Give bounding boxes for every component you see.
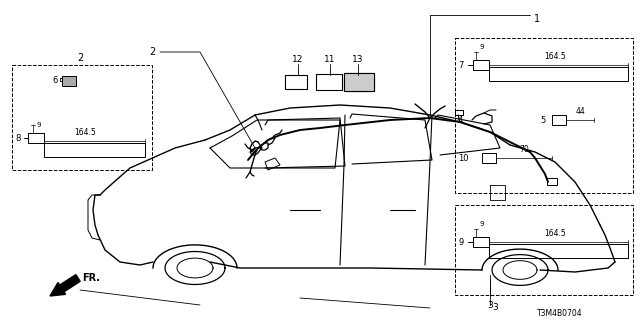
Text: 13: 13 xyxy=(352,54,364,63)
Text: 164.5: 164.5 xyxy=(74,128,96,137)
Bar xyxy=(285,75,307,89)
Bar xyxy=(12,65,152,170)
Text: 4: 4 xyxy=(458,116,463,124)
Text: T3M4B0704: T3M4B0704 xyxy=(537,308,583,317)
Bar xyxy=(489,67,628,81)
Bar xyxy=(473,237,489,247)
Text: 2: 2 xyxy=(77,53,83,63)
Text: 3: 3 xyxy=(492,303,498,313)
Bar xyxy=(455,38,633,193)
Text: 164.5: 164.5 xyxy=(544,52,566,61)
Text: 9: 9 xyxy=(36,122,40,128)
Bar xyxy=(344,73,374,91)
Text: 2: 2 xyxy=(148,47,155,57)
Text: 44: 44 xyxy=(575,107,585,116)
Bar xyxy=(547,178,557,185)
Bar xyxy=(44,143,145,157)
FancyArrow shape xyxy=(50,275,80,296)
Bar xyxy=(455,110,463,115)
Text: FR.: FR. xyxy=(82,273,100,283)
Text: 6: 6 xyxy=(52,76,58,84)
Bar xyxy=(482,153,496,163)
Bar xyxy=(28,133,44,143)
Bar xyxy=(455,205,633,295)
Bar xyxy=(489,244,628,258)
Text: 7: 7 xyxy=(458,60,463,69)
Text: 164.5: 164.5 xyxy=(544,229,566,238)
Text: 9: 9 xyxy=(479,221,483,227)
Text: 10: 10 xyxy=(458,154,468,163)
Bar xyxy=(62,76,76,86)
Bar xyxy=(473,60,489,70)
Bar xyxy=(552,115,566,125)
Text: 12: 12 xyxy=(292,54,304,63)
Text: 9: 9 xyxy=(479,44,483,50)
Text: 11: 11 xyxy=(324,54,336,63)
Text: 1: 1 xyxy=(534,14,540,24)
Bar xyxy=(344,73,374,91)
Bar xyxy=(316,74,342,90)
Text: 9: 9 xyxy=(458,237,463,246)
Text: 70: 70 xyxy=(519,145,529,154)
Polygon shape xyxy=(265,158,280,170)
Text: 3: 3 xyxy=(487,300,493,309)
Text: 8: 8 xyxy=(15,133,20,142)
Text: 5: 5 xyxy=(540,116,545,124)
